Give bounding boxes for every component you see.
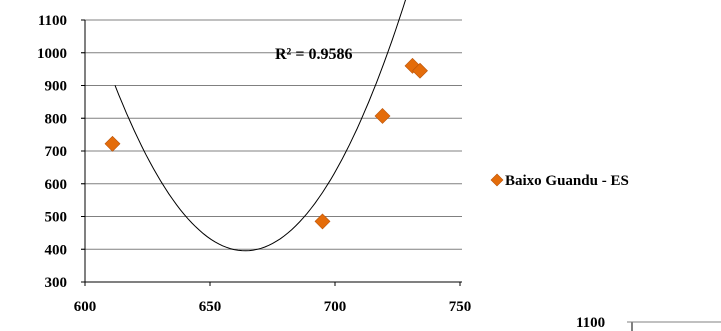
y-tick-label: 400 [45,242,68,258]
legend-marker-diamond [490,173,504,187]
data-points [104,57,428,230]
y-tick-label: 500 [45,210,68,226]
data-point [104,135,121,152]
x-tick-label: 700 [324,299,347,315]
legend-label: Baixo Guandu - ES [505,173,629,189]
gridlines [81,19,462,250]
data-point [314,213,331,230]
x-tick-label: 650 [199,299,222,315]
y-tick-label: 900 [45,79,68,95]
y-tick-label: 300 [45,275,68,291]
data-point [374,108,391,124]
y-tick-label: 600 [45,177,68,193]
y-tick-label: 1100 [38,13,67,29]
partial-second-chart: 1100 [576,315,721,331]
y-tick-label: 800 [45,111,68,127]
legend: Baixo Guandu - ES [490,173,629,189]
data-point [412,62,428,79]
partial-y-tick-label: 1100 [576,315,605,331]
x-tick-label: 750 [449,299,472,315]
y-tick-labels: 1100 1000 900 800 700 600 500 400 300 [37,13,85,291]
x-tick-labels: 600 650 700 750 [74,282,472,315]
y-tick-label: 700 [45,144,68,160]
trendline [114,0,407,252]
x-tick-label: 600 [74,299,97,315]
y-tick-label: 1000 [37,46,67,62]
r-squared-annotation: R² = 0.9586 [275,46,352,63]
